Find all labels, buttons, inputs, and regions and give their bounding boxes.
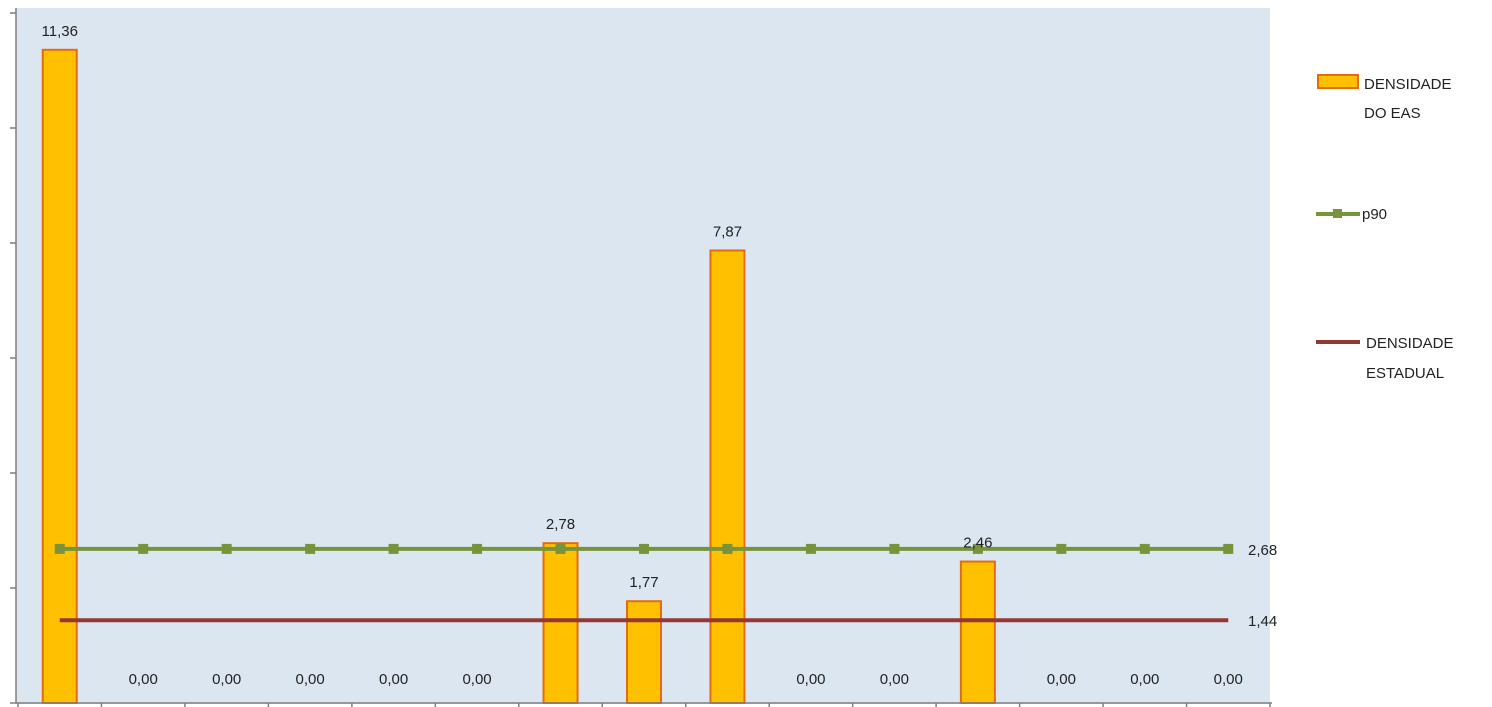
axes (10, 8, 1272, 707)
p90-marker (639, 543, 649, 554)
legend-label-state-line2: ESTADUAL (1366, 365, 1444, 382)
bar (709, 249, 746, 704)
bar (626, 600, 662, 704)
p90-marker (388, 543, 399, 554)
data-label: 0,00 (296, 671, 325, 688)
p90-marker (472, 543, 483, 554)
data-labels: 11,36 0,00 0,00 0,00 0,00 0,00 2,78 1,77 7,87 0,0… (42, 23, 1278, 688)
p90-marker (805, 543, 816, 554)
data-label: 0,00 (796, 671, 825, 688)
data-label: 2,78 (546, 516, 575, 533)
bar (959, 560, 996, 704)
data-label: 1,77 (629, 574, 658, 591)
bar (542, 542, 579, 705)
p90-marker (1056, 543, 1067, 554)
line-series (54, 543, 1234, 623)
p90-marker (1223, 543, 1234, 554)
data-label: 11,36 (42, 23, 78, 40)
data-label: 0,00 (129, 671, 158, 688)
p90-marker (972, 543, 983, 554)
data-label: 0,00 (1130, 671, 1159, 688)
p90-marker (221, 543, 232, 554)
data-label: 0,00 (379, 671, 408, 688)
legend-marker-p90 (1333, 209, 1342, 218)
p90-value-label: 2,68 (1248, 542, 1277, 559)
legend-label-state-line1: DENSIDADE (1366, 335, 1454, 352)
data-label: 2,46 (963, 535, 992, 552)
plot-area (16, 8, 1270, 704)
bar (41, 48, 78, 705)
legend-label-bars-line2: DO EAS (1364, 105, 1421, 122)
p90-marker (138, 543, 149, 554)
bar-series (41, 48, 996, 705)
data-label: 0,00 (1047, 671, 1076, 688)
p90-marker (889, 543, 900, 554)
p90-marker (54, 543, 65, 554)
p90-marker (1139, 543, 1150, 554)
p90-marker (555, 543, 566, 554)
p90-marker (722, 543, 733, 554)
data-label: 0,00 (880, 671, 909, 688)
data-label: 0,00 (462, 671, 491, 688)
legend: DENSIDADE DO EAS p90 DENSIDADE ESTADUAL (1316, 74, 1454, 382)
p90-marker (305, 543, 316, 554)
legend-label-bars-line1: DENSIDADE (1364, 76, 1452, 93)
legend-swatch-bars (1317, 74, 1359, 89)
data-label: 7,87 (713, 223, 742, 240)
data-label: 0,00 (212, 671, 241, 688)
legend-label-p90: p90 (1362, 206, 1387, 223)
data-label: 0,00 (1214, 671, 1243, 688)
state-value-label: 1,44 (1248, 613, 1277, 630)
